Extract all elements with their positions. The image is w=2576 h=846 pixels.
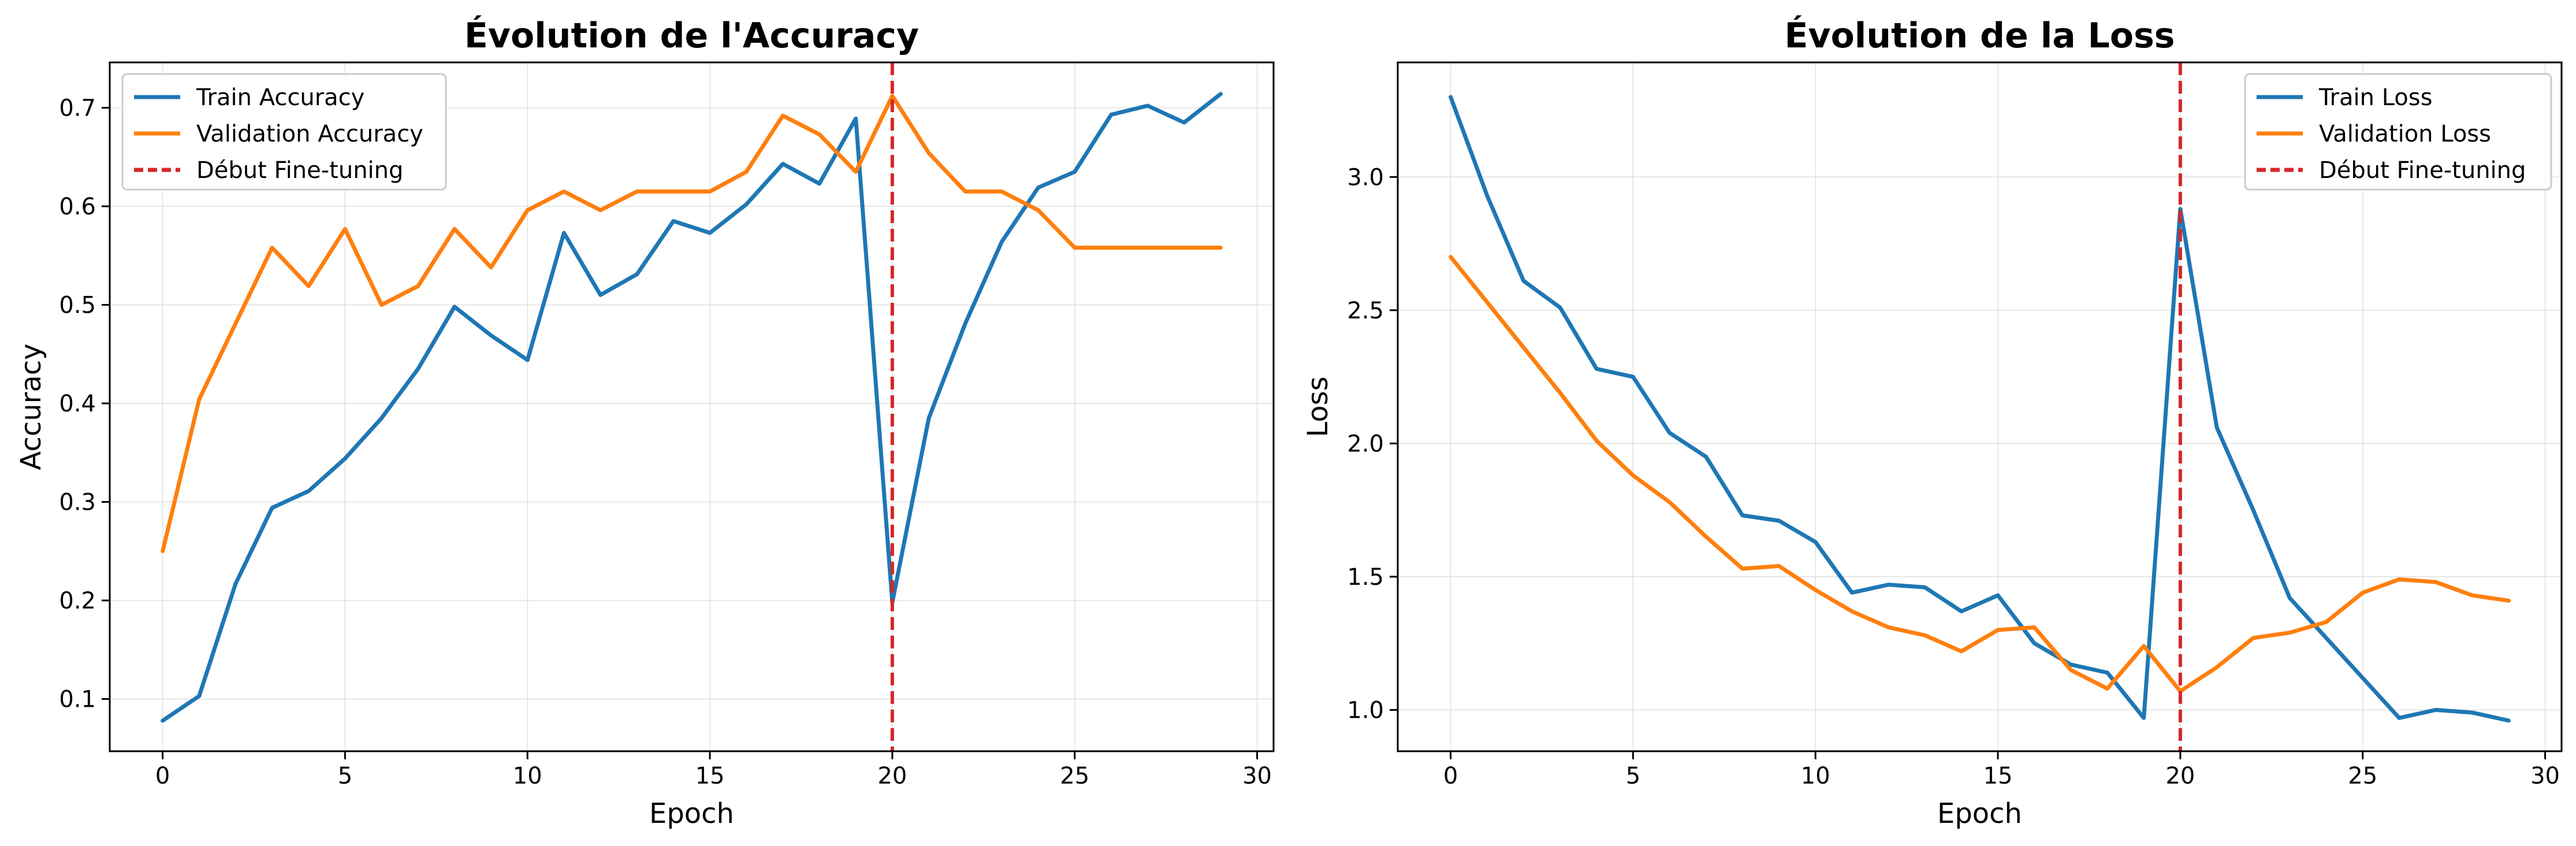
x-tick-label: 25 (2348, 763, 2377, 789)
legend-label: Train Accuracy (196, 84, 364, 111)
x-tick-label: 20 (877, 763, 907, 789)
x-tick-label: 5 (338, 763, 352, 789)
x-tick-label: 20 (2165, 763, 2195, 789)
legend-label: Début Fine-tuning (196, 157, 403, 184)
series-line-0 (1449, 95, 2511, 723)
x-tick-label: 15 (695, 763, 725, 789)
legend-label: Train Loss (2318, 84, 2432, 111)
x-tick-label: 30 (1242, 763, 1272, 789)
y-tick-label: 1.0 (1347, 697, 1384, 724)
loss-chart-panel: 0 5 10 15 20 25 30 1.0 1.5 2.0 2.5 3.0 Évolution de … (1302, 14, 2563, 830)
axes-frame (1397, 61, 2563, 752)
y-tick-label: 0.4 (59, 391, 96, 417)
y-tick-label: 2.5 (1347, 298, 1384, 324)
x-axis-label: Epoch (1937, 797, 2022, 830)
y-tick-label: 1.5 (1347, 564, 1384, 591)
y-tick-label: 0.6 (59, 194, 96, 220)
legend-label: Validation Accuracy (196, 121, 423, 147)
x-tick-label: 0 (155, 763, 170, 789)
y-axis-label: Loss (1302, 376, 1334, 437)
legend-label: Début Fine-tuning (2319, 157, 2526, 184)
series-line-0 (161, 92, 1223, 723)
axes-frame (109, 61, 1275, 752)
x-tick-label: 30 (2530, 763, 2560, 789)
x-tick-label: 10 (513, 763, 542, 789)
x-tick-label: 0 (1443, 763, 1458, 789)
y-axis-label: Accuracy (15, 343, 47, 470)
legend-box (2244, 73, 2552, 191)
y-tick-label: 2.0 (1347, 431, 1384, 457)
y-tick-label: 0.1 (59, 687, 96, 713)
legend-box (121, 73, 447, 191)
y-tick-label: 0.2 (59, 588, 96, 614)
x-tick-label: 15 (1983, 763, 2013, 789)
series-line-1 (1449, 255, 2511, 693)
series-line-1 (161, 94, 1223, 554)
y-tick-label: 0.7 (59, 95, 96, 121)
legend-label: Validation Loss (2319, 121, 2491, 147)
y-tick-label: 3.0 (1347, 164, 1384, 191)
y-tick-label: 0.5 (59, 292, 96, 319)
accuracy-chart-panel: 0 5 10 15 20 25 30 0.1 0.2 0.3 0.4 0.5 0.6 0.7 Évoluti… (15, 14, 1275, 830)
x-tick-label: 25 (1060, 763, 1089, 789)
chart-title: Évolution de l'Accuracy (464, 14, 919, 56)
x-tick-label: 10 (1801, 763, 1830, 789)
chart-title: Évolution de la Loss (1784, 14, 2175, 56)
x-tick-label: 5 (1626, 763, 1640, 789)
y-tick-label: 0.3 (59, 489, 96, 516)
x-axis-label: Epoch (649, 797, 734, 830)
